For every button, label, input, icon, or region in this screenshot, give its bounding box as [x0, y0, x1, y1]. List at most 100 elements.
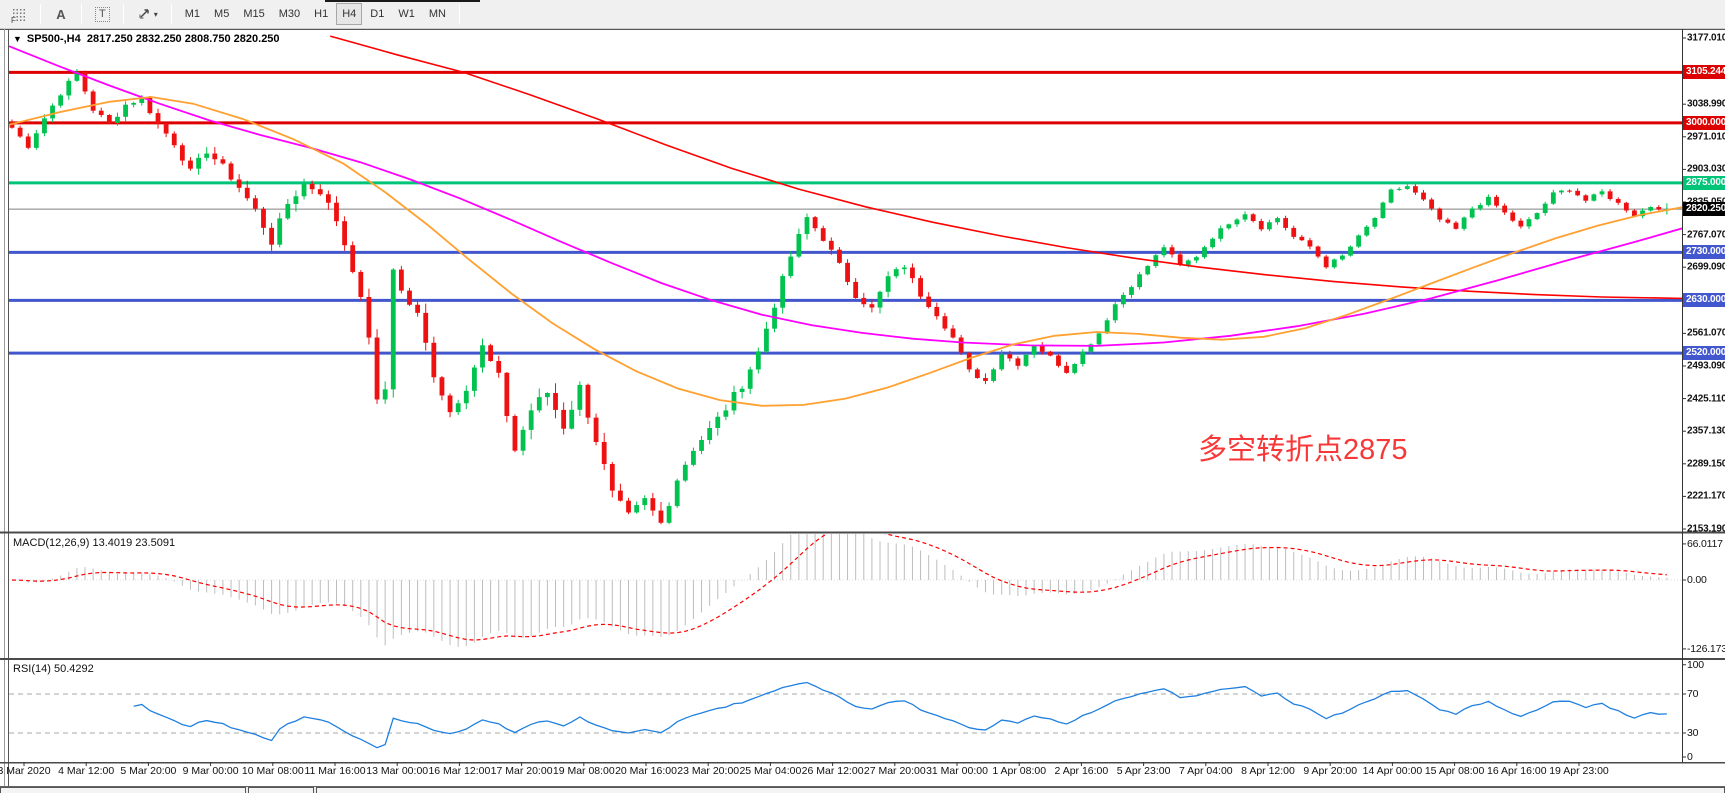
font-a-icon: A — [56, 6, 66, 22]
candle — [1567, 190, 1572, 192]
candle — [974, 369, 980, 379]
candle — [1445, 219, 1451, 223]
candle — [447, 395, 453, 413]
candle — [301, 183, 307, 197]
candle — [147, 96, 153, 114]
candle — [358, 271, 364, 297]
candle — [98, 110, 104, 116]
pane-separator[interactable] — [0, 531, 1725, 534]
candle — [1502, 205, 1508, 213]
toolbar-separator — [170, 4, 172, 24]
timeframe-button-m15[interactable]: M15 — [243, 8, 265, 20]
candle — [42, 118, 47, 134]
ma-mid-magenta-line — [9, 45, 1682, 347]
grid-tool-button[interactable]: F — [6, 3, 33, 25]
chevron-down-icon: ▾ — [153, 9, 158, 19]
candle — [901, 267, 907, 270]
text-label-tool-button[interactable]: T — [89, 3, 116, 25]
candle — [1161, 247, 1167, 256]
candle — [1275, 218, 1280, 223]
candle — [325, 194, 331, 203]
candle — [244, 187, 250, 199]
timeframe-button-m5[interactable]: M5 — [214, 8, 230, 20]
toolbar-separator — [81, 4, 82, 24]
rsi-line — [133, 681, 1667, 749]
candle — [455, 403, 461, 413]
candle — [820, 228, 826, 241]
candle — [650, 498, 656, 511]
candle — [252, 198, 258, 209]
candle — [1453, 222, 1459, 229]
candle — [350, 245, 356, 272]
scrollbar-segment[interactable] — [0, 787, 246, 793]
candle — [123, 104, 128, 117]
candle — [934, 306, 940, 317]
window-edge-artifact — [325, 0, 480, 2]
candle — [1380, 202, 1386, 219]
candle — [342, 221, 347, 246]
timeframe-button-h1[interactable]: H1 — [314, 8, 329, 20]
candle — [1096, 333, 1102, 345]
candle — [1518, 220, 1524, 227]
candle — [415, 304, 421, 313]
timeframe-button-h4[interactable]: H4 — [336, 3, 363, 25]
timeframe-button-m30[interactable]: M30 — [278, 8, 301, 20]
candle — [204, 153, 210, 158]
timeframe-button-d1[interactable]: D1 — [370, 8, 385, 20]
candle — [374, 337, 380, 400]
candle — [1372, 218, 1378, 227]
candle — [1193, 257, 1199, 261]
candle — [1526, 219, 1532, 227]
timeframe-button-mn[interactable]: MN — [428, 8, 446, 20]
candle — [618, 490, 623, 501]
pane-separator[interactable] — [0, 658, 1725, 660]
candle — [1486, 196, 1491, 206]
crosshair-arrows-button[interactable]: ▾ — [131, 3, 164, 25]
candle — [1477, 205, 1483, 209]
scrollbar-segment[interactable] — [316, 787, 1725, 793]
candle — [390, 269, 396, 390]
candle — [545, 392, 550, 398]
candle — [796, 233, 802, 257]
candle — [1575, 190, 1581, 196]
candle — [885, 276, 891, 292]
candle — [1461, 217, 1467, 229]
candle — [480, 345, 485, 368]
candle — [1015, 358, 1021, 366]
candle — [1404, 186, 1410, 189]
candle — [25, 136, 31, 148]
candle — [1640, 210, 1645, 217]
candle — [991, 369, 996, 381]
candle — [577, 384, 583, 410]
scrollbar-thumb[interactable] — [248, 787, 314, 793]
candle — [423, 312, 429, 343]
candle — [674, 480, 680, 506]
candle — [1413, 186, 1418, 193]
candle — [179, 145, 185, 161]
candle — [1283, 218, 1289, 228]
timeframe-button-w1[interactable]: W1 — [398, 8, 415, 20]
candle — [780, 276, 786, 308]
candle — [561, 409, 567, 429]
candle — [82, 72, 88, 92]
macd-signal-line — [11, 534, 1667, 641]
candle — [106, 115, 112, 123]
candle — [1607, 191, 1613, 200]
candle — [837, 249, 842, 263]
candle — [269, 227, 274, 245]
candle — [958, 337, 964, 353]
font-tool-button[interactable]: A — [48, 3, 74, 25]
timeframe-button-m1[interactable]: M1 — [184, 8, 201, 20]
candle — [999, 354, 1005, 370]
candle — [812, 217, 818, 229]
candle — [431, 342, 437, 378]
bottom-scrollbar — [0, 786, 1725, 793]
candle — [699, 439, 704, 451]
candle — [471, 367, 477, 391]
candle — [74, 72, 80, 81]
candle — [90, 91, 96, 111]
candle — [1120, 294, 1126, 305]
candle — [642, 498, 648, 506]
candle — [1031, 345, 1037, 355]
